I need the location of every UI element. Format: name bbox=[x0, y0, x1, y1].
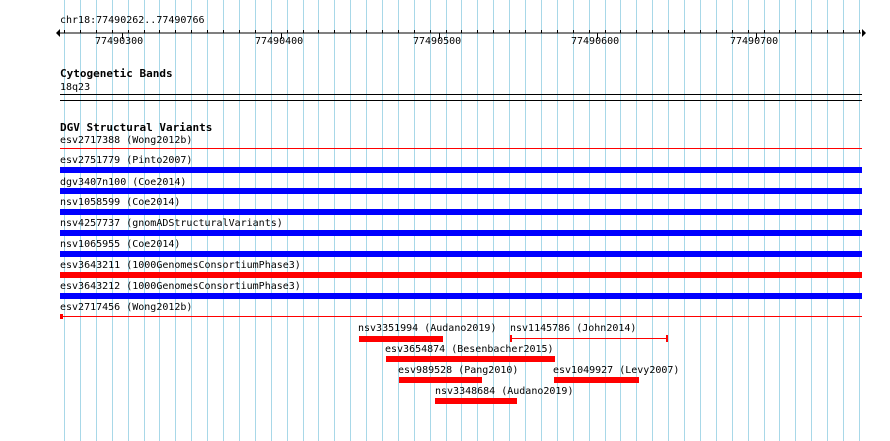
variant-label[interactable]: dgv3407n100 (Coe2014) bbox=[60, 177, 187, 188]
ruler-position-label: chr18:77490262..77490766 bbox=[60, 15, 205, 26]
ruler-tick-label: 77490300 bbox=[95, 36, 144, 47]
variant-bar[interactable] bbox=[435, 398, 517, 404]
variant-label[interactable]: esv2717388 (Wong2012b) bbox=[60, 135, 193, 146]
variant-label[interactable]: esv3654874 (Besenbacher2015) bbox=[385, 344, 554, 355]
cytogenetic-band-bottom-line bbox=[60, 100, 862, 101]
variant-bar[interactable] bbox=[359, 336, 443, 342]
variant-start-marker bbox=[510, 335, 512, 342]
variant-label[interactable]: esv3643212 (1000GenomesConsortiumPhase3) bbox=[60, 281, 301, 292]
ruler-scale bbox=[56, 29, 866, 39]
variant-bar[interactable] bbox=[60, 293, 862, 299]
variant-label[interactable]: nsv1065955 (Coe2014) bbox=[60, 239, 181, 250]
variant-label[interactable]: esv2751779 (Pinto2007) bbox=[60, 155, 193, 166]
variant-bar[interactable] bbox=[399, 377, 482, 383]
variant-label[interactable]: nsv3348684 (Audano2019) bbox=[435, 386, 574, 397]
variant-line[interactable] bbox=[511, 338, 668, 339]
cytogenetic-band-top-line bbox=[60, 94, 862, 95]
variant-line[interactable] bbox=[60, 148, 862, 149]
variant-label[interactable]: esv989528 (Pang2010) bbox=[398, 365, 519, 376]
ruler-tick-label: 77490600 bbox=[571, 36, 620, 47]
variant-bar[interactable] bbox=[60, 188, 862, 194]
variant-label[interactable]: nsv3351994 (Audano2019) bbox=[358, 323, 497, 334]
ruler-tick-label: 77490400 bbox=[255, 36, 304, 47]
variant-label[interactable]: nsv1058599 (Coe2014) bbox=[60, 197, 181, 208]
dgv-track-title: DGV Structural Variants bbox=[60, 121, 213, 134]
variant-label[interactable]: esv1049927 (Levy2007) bbox=[553, 365, 680, 376]
variant-bar[interactable] bbox=[60, 209, 862, 215]
variant-bar[interactable] bbox=[60, 230, 862, 236]
ruler-tick-label: 77490500 bbox=[413, 36, 462, 47]
cytogenetic-band-label: 18q23 bbox=[60, 82, 91, 93]
ruler-tick-label: 77490700 bbox=[730, 36, 779, 47]
variant-label[interactable]: esv3643211 (1000GenomesConsortiumPhase3) bbox=[60, 260, 301, 271]
variant-end-marker bbox=[666, 335, 668, 342]
variant-start-marker bbox=[60, 314, 63, 319]
ruler-left-arrow-icon bbox=[56, 29, 60, 37]
variant-label[interactable]: esv2717456 (Wong2012b) bbox=[60, 302, 193, 313]
ruler-right-arrow-icon bbox=[862, 29, 866, 37]
variant-bar[interactable] bbox=[554, 377, 639, 383]
cytogenetic-track-title: Cytogenetic Bands bbox=[60, 67, 173, 80]
variant-bar[interactable] bbox=[60, 251, 862, 257]
variant-bar[interactable] bbox=[60, 167, 862, 173]
variant-label[interactable]: nsv1145786 (John2014) bbox=[510, 323, 637, 334]
variant-bar[interactable] bbox=[60, 272, 862, 278]
variant-label[interactable]: nsv4257737 (gnomADStructuralVariants) bbox=[60, 218, 283, 229]
variant-bar[interactable] bbox=[386, 356, 555, 362]
variant-line[interactable] bbox=[60, 316, 862, 317]
